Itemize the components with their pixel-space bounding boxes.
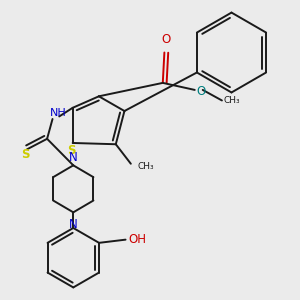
Text: O: O [196, 85, 206, 98]
Text: CH₃: CH₃ [137, 162, 154, 171]
Text: O: O [161, 33, 171, 46]
Text: S: S [21, 148, 30, 161]
Text: N: N [69, 151, 78, 164]
Text: N: N [69, 218, 78, 231]
Text: S: S [67, 145, 75, 158]
Text: NH: NH [50, 108, 67, 118]
Text: OH: OH [129, 233, 147, 246]
Text: CH₃: CH₃ [224, 96, 240, 105]
